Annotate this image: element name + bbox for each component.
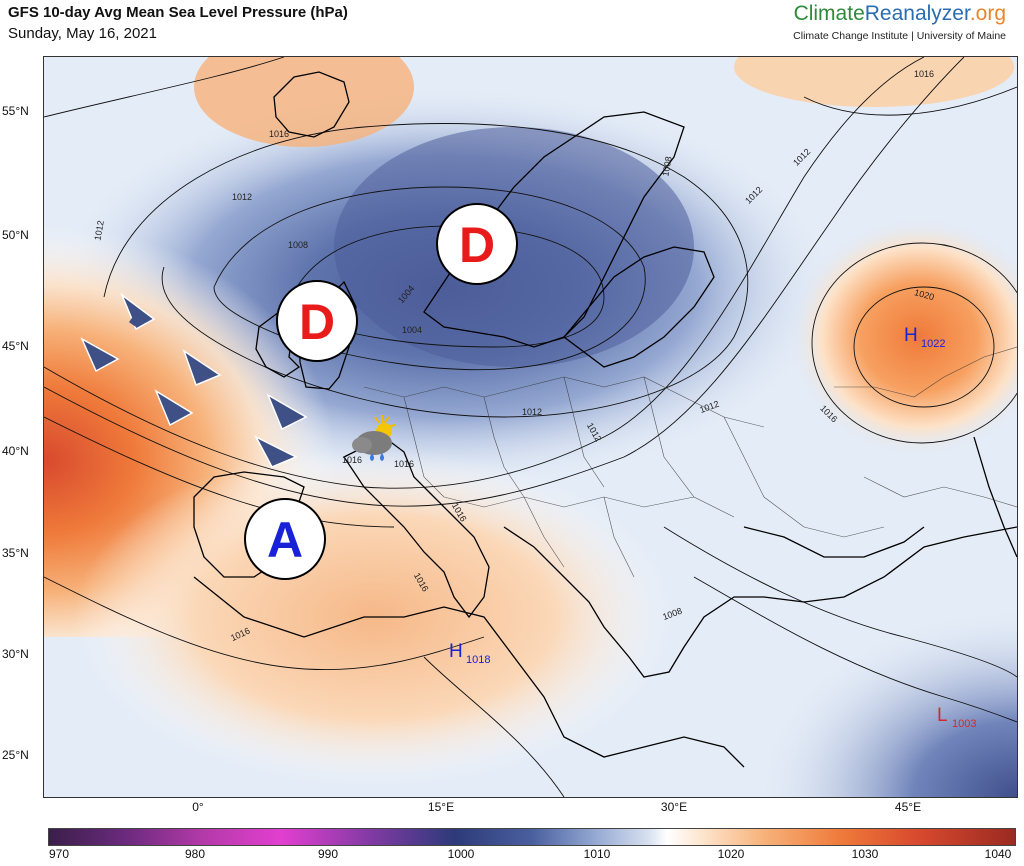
contour-label: 1012 <box>522 407 542 417</box>
lat-label: 40°N <box>2 444 29 458</box>
map-date: Sunday, May 16, 2021 <box>8 25 157 42</box>
pressure-center-h1018: H 1018 <box>449 641 490 666</box>
pressure-map[interactable]: 1016 1012 1012 1008 1004 1004 1008 1012 <box>43 56 1018 798</box>
svg-text:H: H <box>904 325 918 346</box>
pressure-map-svg: 1016 1012 1012 1008 1004 1004 1008 1012 <box>44 57 1017 797</box>
wind-arrows <box>80 292 308 468</box>
colorbar-tick: 1010 <box>583 847 611 861</box>
colorbar-tick: 1040 <box>984 847 1012 861</box>
lat-label: 35°N <box>2 546 29 560</box>
low-marker-1[interactable]: D <box>276 280 358 362</box>
lat-label: 55°N <box>2 104 29 118</box>
contour-label: 1016 <box>914 69 934 79</box>
high-marker[interactable]: A <box>244 498 326 580</box>
map-title: GFS 10-day Avg Mean Sea Level Pressure (… <box>8 4 348 21</box>
lat-label: 30°N <box>2 647 29 661</box>
colorbar-tick: 1000 <box>447 847 475 861</box>
svg-text:1018: 1018 <box>466 654 490 666</box>
svg-text:H: H <box>449 641 463 662</box>
lon-label: 15°E <box>427 800 455 814</box>
svg-text:D: D <box>459 217 495 273</box>
contour-label: 1004 <box>402 325 422 335</box>
colorbar <box>48 828 1016 846</box>
svg-text:L: L <box>937 705 948 726</box>
colorbar-tick: 1020 <box>717 847 745 861</box>
svg-text:D: D <box>299 294 335 350</box>
colorbar-tick: 1030 <box>851 847 879 861</box>
brand-institution: Climate Change Institute | University of… <box>793 30 1006 42</box>
contour-label: 1016 <box>269 129 289 139</box>
pressure-center-l1003: L 1003 <box>937 705 976 730</box>
contour-label: 1008 <box>288 240 308 250</box>
lat-label: 25°N <box>2 748 29 762</box>
colorbar-tick: 990 <box>317 847 339 861</box>
lat-label: 45°N <box>2 339 29 353</box>
contour-label: 1008 <box>660 156 673 177</box>
brand-part-climate: Climate <box>793 2 865 25</box>
colorbar-tick: 980 <box>184 847 206 861</box>
colorbar-tick: 970 <box>48 847 70 861</box>
contour-label: 1016 <box>394 459 414 469</box>
svg-text:A: A <box>267 512 303 568</box>
svg-text:1003: 1003 <box>952 718 976 730</box>
lon-label: 45°E <box>894 800 922 814</box>
contour-label: 1012 <box>93 220 106 241</box>
low-marker-2[interactable]: D <box>436 203 518 285</box>
lon-label: 0° <box>192 800 204 814</box>
contour-label: 1012 <box>232 192 252 202</box>
lat-label: 50°N <box>2 228 29 242</box>
sun-cloud-rain-icon <box>352 415 396 461</box>
contour-label: 1016 <box>342 455 362 465</box>
pressure-center-h1022: H 1022 <box>904 325 945 350</box>
svg-text:1022: 1022 <box>921 338 945 350</box>
brand-logo[interactable]: ClimateReanalyzer.org <box>794 2 1006 26</box>
brand-part-reanalyzer: Reanalyzer <box>864 2 970 25</box>
lon-label: 30°E <box>660 800 688 814</box>
brand-part-org: .org <box>969 2 1006 25</box>
